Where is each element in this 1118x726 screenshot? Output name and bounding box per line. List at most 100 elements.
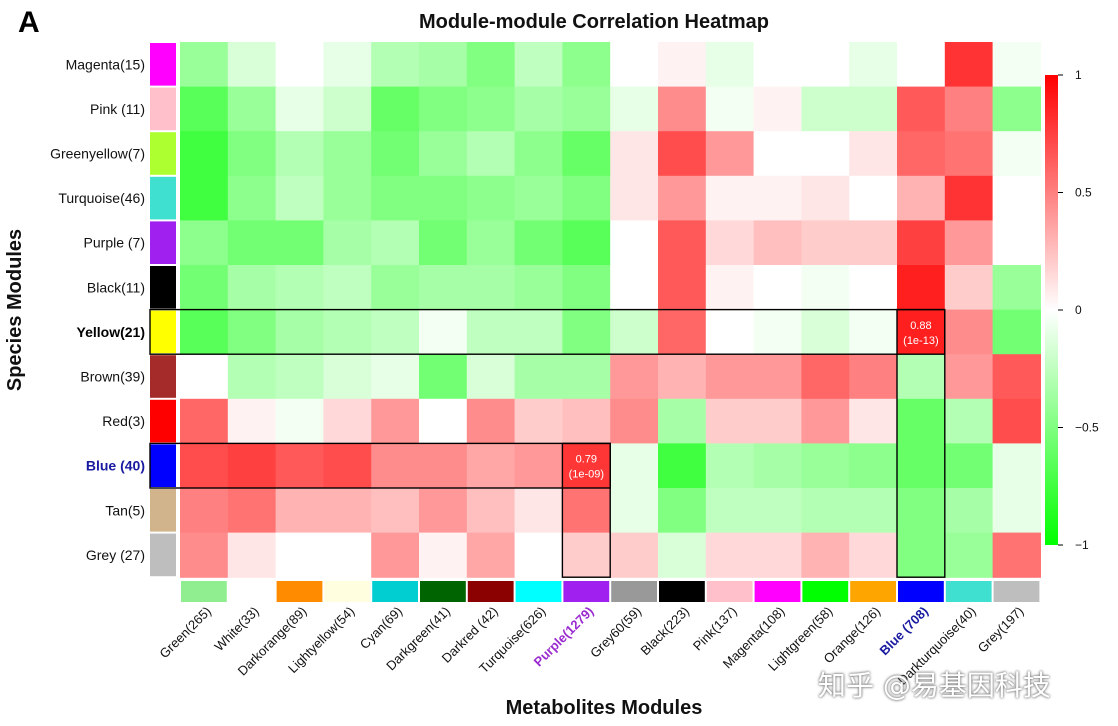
heatmap-cell [897,354,946,400]
heatmap-cell [944,532,994,578]
heatmap-cell [897,265,946,311]
watermark: 知乎 @易基因科技 [818,669,1051,702]
colorbar-tick-label: −0.5 [1075,421,1099,435]
colorbar-tick-label: 0.5 [1075,186,1092,200]
heatmap-cell [180,488,229,534]
heatmap-cell [753,309,802,355]
heatmap-cell [275,265,324,311]
heatmap-cell [944,443,994,489]
heatmap-cell [801,42,850,88]
column-label: White(33) [211,604,261,654]
heatmap-cell [466,443,516,489]
column-color-swatch [228,581,275,602]
heatmap-cell [371,175,420,221]
heatmap-cell [658,86,707,132]
heatmap-cell [514,265,563,311]
heatmap-cell [514,309,563,355]
heatmap-cell [753,86,802,132]
column-color-swatch [706,581,753,602]
column-color-swatch [420,581,466,602]
annotation-pvalue: (1e-09) [569,469,604,481]
heatmap-cell [610,131,659,177]
heatmap-cell [180,220,229,266]
heatmap-cell [371,354,420,400]
heatmap-cell [323,86,372,132]
heatmap-cell [658,532,707,578]
heatmap-cell [992,443,1041,489]
heatmap-cell [227,488,277,534]
heatmap-cell [419,398,468,444]
heatmap-cell [466,175,516,221]
heatmap-cell [180,131,229,177]
column-color-swatch [611,581,657,602]
heatmap-cell [944,488,994,534]
heatmap-cell [801,265,850,311]
heatmap-cell [562,443,611,489]
heatmap-cell [562,86,611,132]
heatmap-cell [705,265,755,311]
heatmap-cell [419,309,468,355]
heatmap-cell [944,175,994,221]
heatmap-cell [753,488,802,534]
row-labels: Magenta(15) Pink (11) Greenyellow(7) Turquo… [50,56,145,563]
heatmap-cell [227,175,277,221]
row-color-swatch [150,444,176,487]
heatmap-cell [610,488,659,534]
heatmap-cell [562,354,611,400]
heatmap-cell [610,354,659,400]
heatmap-cell [466,532,516,578]
column-label: Pink(137) [690,604,740,654]
heatmap-cell [323,175,372,221]
highlight-box [561,442,611,578]
heatmap-cell [944,309,994,355]
column-color-swatch [181,581,227,602]
heatmap-cell [849,86,898,132]
heatmap-cell [514,532,563,578]
heatmap-cell [944,86,994,132]
heatmap-cell [466,309,516,355]
heatmap-cell [466,86,516,132]
heatmap-cell [419,175,468,221]
highlight-boxes [149,308,946,578]
chart-title: Module-module Correlation Heatmap [419,11,769,33]
row-color-swatch [150,87,176,131]
heatmap-cell [514,398,563,444]
colorbar: 1 0.5 0 −0.5 −1 [1045,68,1099,552]
heatmap-cell [275,220,324,266]
heatmap-cell [897,488,946,534]
column-color-swatch [324,581,371,602]
heatmap-cell [610,42,659,88]
heatmap-cell [944,265,994,311]
heatmap-cell [992,131,1041,177]
heatmap-cell [705,488,755,534]
column-color-swatch [467,581,514,602]
heatmap-cell [610,86,659,132]
heatmap-cell [753,354,802,400]
heatmap-cell [849,42,898,88]
heatmap-cell [801,86,850,132]
heatmap-cell [801,532,850,578]
heatmap-cell [514,354,563,400]
y-axis-label: Species Modules [4,229,26,391]
heatmap-cell [801,131,850,177]
heatmap-cell [180,175,229,221]
heatmap-cell [801,488,850,534]
heatmap-cell [514,86,563,132]
highlight-box [896,308,946,578]
heatmap-cell [323,532,372,578]
column-label: Black(223) [637,604,692,659]
row-color-swatch [150,221,176,264]
heatmap-cell [849,488,898,534]
x-axis-label: Metabolites Modules [506,697,703,719]
heatmap-cell [944,131,994,177]
column-color-swatch [754,581,801,602]
heatmap-cell [275,488,324,534]
column-label: Grey60(59) [587,604,644,661]
heatmap-cell [371,265,420,311]
row-label: Turquoise(46) [58,190,145,206]
heatmap-cell [514,175,563,221]
cell-annotations: 0.88 (1e-13) 0.79 (1e-09) [569,320,939,481]
heatmap-cell [562,488,611,534]
heatmap-cell [275,86,324,132]
heatmap-cell [466,398,516,444]
